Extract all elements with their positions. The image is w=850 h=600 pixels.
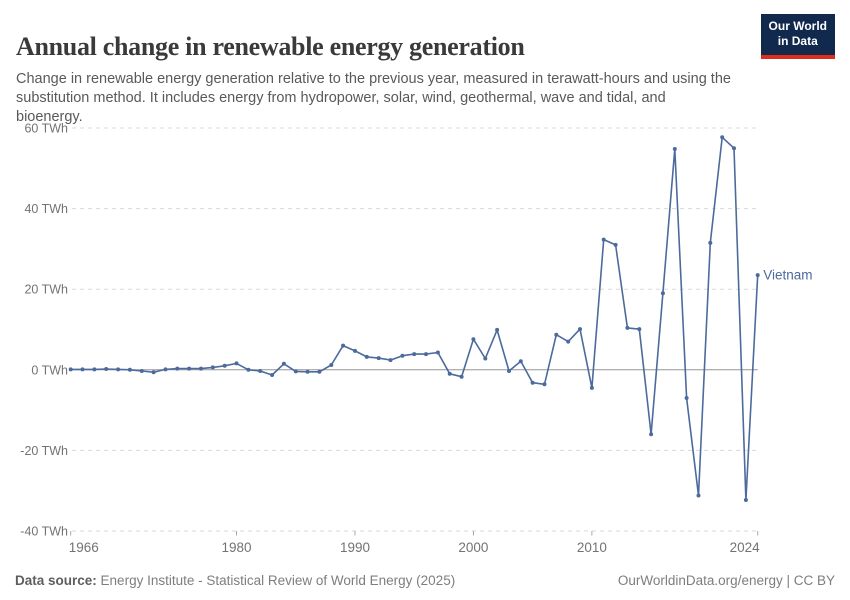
y-tick-label: 0 TWh xyxy=(31,363,68,377)
data-point xyxy=(293,369,298,374)
data-point xyxy=(317,369,322,374)
x-tick-label: 2024 xyxy=(730,540,761,555)
data-point xyxy=(625,325,630,330)
owid-logo-line2: in Data xyxy=(777,34,818,49)
data-source-text: Energy Institute - Statistical Review of… xyxy=(100,573,456,588)
data-point xyxy=(281,361,286,366)
data-point xyxy=(566,339,571,344)
entity-label: Vietnam xyxy=(763,268,812,283)
data-point xyxy=(471,337,476,342)
owid-logo-line1: Our World xyxy=(768,19,827,33)
data-point xyxy=(637,327,642,332)
data-point xyxy=(495,327,500,332)
data-point xyxy=(424,352,428,357)
data-point xyxy=(139,369,144,373)
data-point xyxy=(578,327,582,332)
data-point xyxy=(412,352,417,357)
data-point xyxy=(613,242,618,247)
x-tick-label: 1966 xyxy=(69,540,99,555)
data-point xyxy=(447,371,452,376)
data-source: Data source: Energy Institute - Statisti… xyxy=(15,573,455,588)
x-tick-label: 1990 xyxy=(340,540,370,555)
chart-subtitle: Change in renewable energy generation re… xyxy=(16,70,731,126)
data-point xyxy=(258,369,263,373)
data-point xyxy=(68,367,73,372)
y-tick-label: 60 TWh xyxy=(24,122,68,136)
data-point xyxy=(755,273,760,278)
y-tick-label: -40 TWh xyxy=(20,525,68,539)
data-point xyxy=(210,365,215,370)
data-point xyxy=(127,367,132,372)
data-point xyxy=(353,348,357,353)
credit-line[interactable]: OurWorldinData.org/energy | CC BY xyxy=(617,573,835,588)
owid-logo: Our World in Data xyxy=(760,14,835,59)
data-point xyxy=(684,396,689,400)
data-point xyxy=(376,356,381,361)
data-point xyxy=(400,353,405,358)
data-point xyxy=(104,367,109,371)
data-point xyxy=(732,146,736,151)
data-point xyxy=(187,366,192,371)
data-point xyxy=(388,358,393,363)
data-point xyxy=(222,363,227,368)
data-point xyxy=(672,147,677,151)
data-point xyxy=(518,359,523,364)
x-tick-label: 1980 xyxy=(222,540,252,555)
data-point xyxy=(270,373,275,377)
data-point xyxy=(341,343,346,348)
data-point xyxy=(80,367,85,372)
data-point xyxy=(483,356,488,361)
data-point xyxy=(589,385,594,390)
data-point xyxy=(660,291,665,296)
data-point xyxy=(364,354,369,359)
y-tick-label: -20 TWh xyxy=(20,444,68,458)
data-point xyxy=(329,363,334,367)
data-point xyxy=(459,374,464,379)
series-line-vietnam xyxy=(69,136,759,501)
data-point xyxy=(696,493,701,498)
data-point xyxy=(246,367,251,372)
data-point xyxy=(175,366,180,371)
data-point xyxy=(720,135,725,140)
data-point xyxy=(435,350,440,355)
data-point xyxy=(199,366,203,371)
chart-footer: Data source: Energy Institute - Statisti… xyxy=(15,573,835,588)
data-point xyxy=(554,332,559,337)
data-point xyxy=(708,240,713,245)
data-point xyxy=(649,432,654,437)
data-point xyxy=(305,369,310,374)
data-point xyxy=(151,370,156,375)
data-point xyxy=(743,498,748,502)
data-point xyxy=(601,237,606,242)
y-tick-label: 20 TWh xyxy=(24,283,68,297)
data-source-label: Data source: xyxy=(15,573,97,588)
y-tick-label: 40 TWh xyxy=(24,202,68,216)
x-tick-label: 2010 xyxy=(577,540,607,555)
data-point xyxy=(542,382,547,387)
data-point xyxy=(92,367,97,372)
data-point xyxy=(234,361,239,366)
data-point xyxy=(116,367,121,372)
x-tick-label: 2000 xyxy=(458,540,488,555)
data-point xyxy=(530,380,535,385)
data-point xyxy=(507,369,511,373)
chart-title: Annual change in renewable energy genera… xyxy=(16,32,525,62)
data-point xyxy=(163,367,168,372)
